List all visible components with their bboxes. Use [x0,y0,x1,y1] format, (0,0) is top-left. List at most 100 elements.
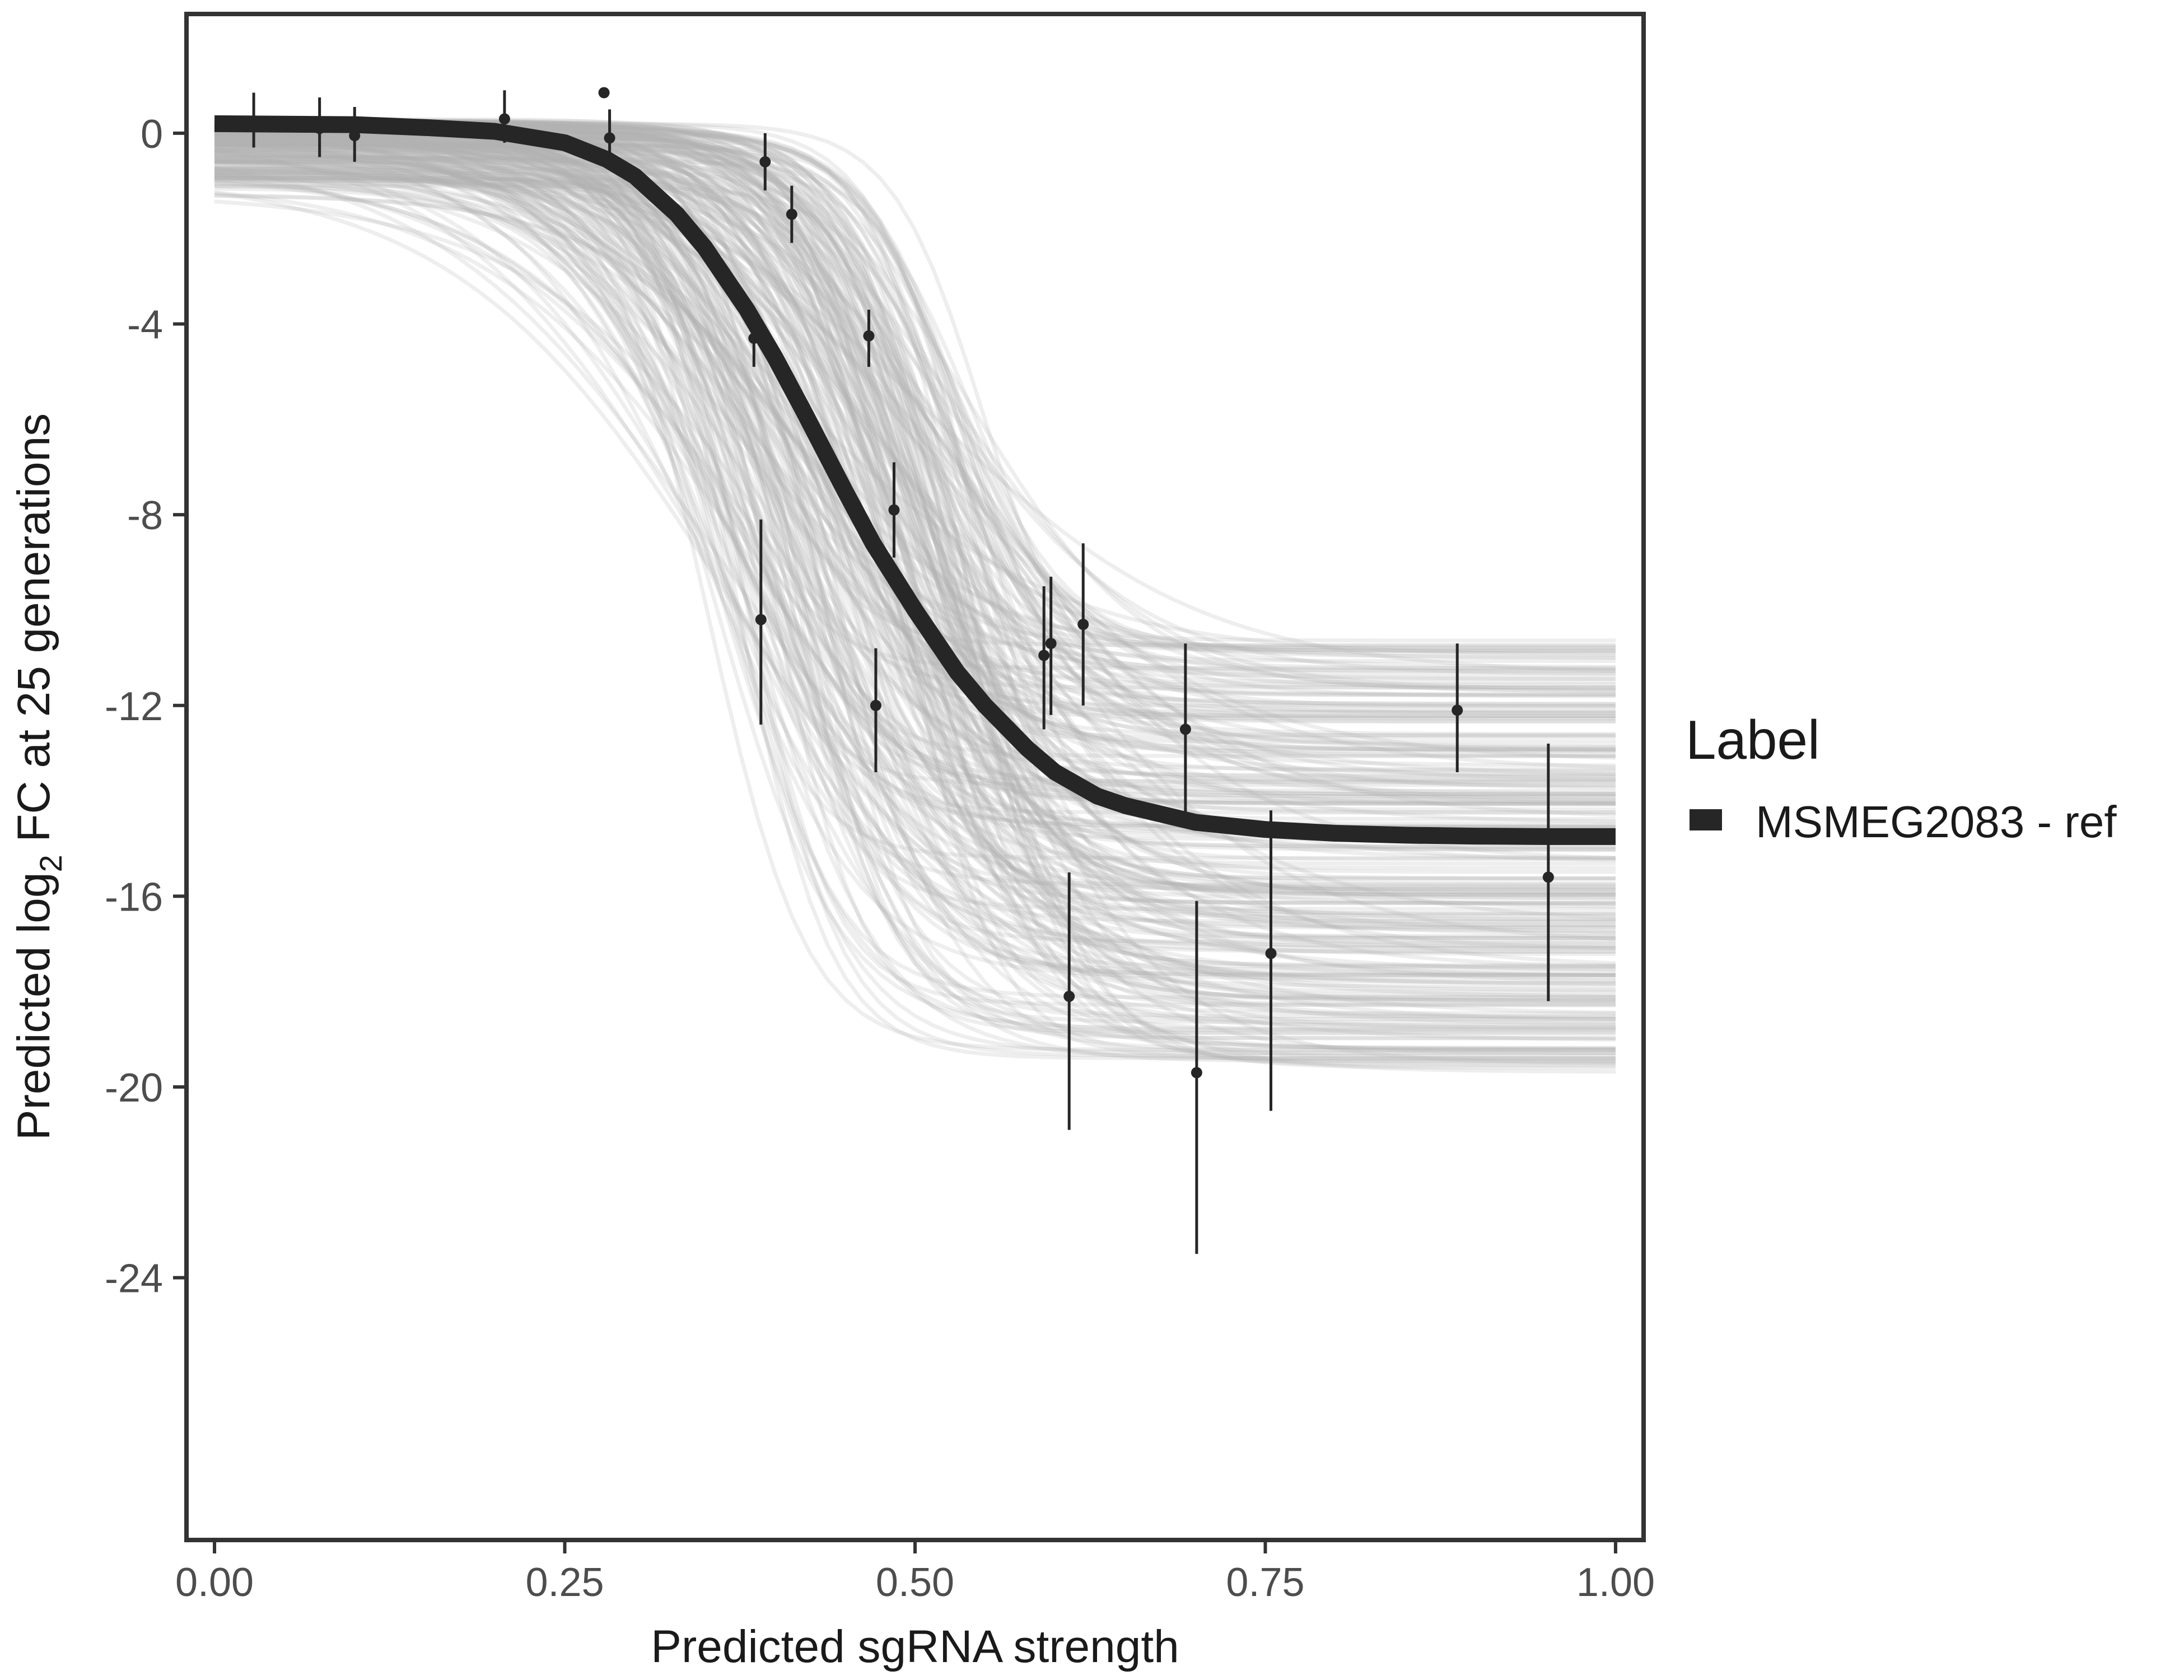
posterior-draw-line [214,141,1616,643]
posterior-draw-line [214,140,1616,905]
observation-point [1452,704,1463,716]
posterior-draw-line [214,170,1616,797]
posterior-draw-line [214,135,1616,921]
posterior-draw-line [214,139,1616,906]
posterior-draw-line [214,151,1616,1021]
posterior-draw-line [214,145,1616,892]
posterior-draw-line [214,141,1616,710]
posterior-draw-line [214,182,1616,706]
posterior-draw-line [214,169,1616,802]
posterior-draw-line [214,132,1616,886]
posterior-draw-line [214,135,1616,718]
posterior-draw-line [214,145,1616,806]
posterior-draw-line [214,147,1616,648]
legend-entry-label: MSMEG2083 - ref [1756,797,2117,847]
observation-point [314,123,325,134]
posterior-draw-line [214,141,1616,694]
x-axis-title: Predicted sgRNA strength [651,1621,1179,1672]
posterior-draw-line [214,159,1616,938]
observation-point [888,504,900,516]
posterior-draw-line [214,136,1616,852]
posterior-draw-line [214,137,1616,697]
posterior-draw-line [214,137,1616,880]
posterior-draw-line [214,132,1616,806]
posterior-draw-line [214,167,1616,769]
posterior-draw-line [214,132,1616,920]
posterior-draw-line [214,142,1616,748]
posterior-draw-line [214,144,1616,1035]
posterior-draw-line [214,176,1616,826]
posterior-draw-line [214,175,1616,744]
x-axis: 0.00 0.25 0.50 0.75 1.00 [175,1542,1655,1605]
posterior-draw-line [214,160,1616,758]
posterior-draw-line [214,137,1616,851]
posterior-draw-line [214,148,1616,892]
observation-point [786,208,797,220]
posterior-draw-line [214,175,1616,1056]
y-tick-label: -12 [105,684,163,729]
posterior-draw-line [214,156,1616,1002]
posterior-draw-line [214,167,1616,860]
posterior-draw-line [214,157,1616,916]
posterior-draw-line [214,127,1616,660]
observations-layer [248,87,1554,1254]
posterior-draw-line [214,190,1616,972]
posterior-draw-line [214,138,1616,1019]
posterior-draw-line [214,153,1616,783]
posterior-draw-line [214,194,1616,671]
posterior-draw-line [214,131,1616,752]
observation-point [598,87,610,99]
posterior-draw-line [214,132,1616,681]
posterior-draw-line [214,144,1616,738]
observation-point [870,699,881,711]
posterior-draw-line [214,163,1616,1052]
posterior-draw-line [214,178,1616,781]
posterior-draw-line [214,148,1616,897]
posterior-draw-line [214,173,1616,918]
posterior-draw-line [214,142,1616,861]
posterior-draw-line [214,166,1616,936]
posterior-draw-line [214,186,1616,980]
posterior-draw-line [214,144,1616,950]
observation-point [759,156,771,167]
observation-point [748,333,760,344]
posterior-draw-line [214,178,1616,708]
posterior-draw-line [214,142,1616,1004]
posterior-draw-line [214,169,1616,940]
posterior-draw-line [214,136,1616,758]
y-tick-label: -8 [127,493,163,538]
posterior-draw-line [214,135,1616,977]
posterior-draw-line [214,184,1616,713]
posterior-draw-line [214,139,1616,1061]
observation-point [1045,638,1057,650]
posterior-draw-line [214,172,1616,1074]
x-tick-label: 1.00 [1576,1560,1655,1605]
x-tick-label: 0.00 [175,1560,254,1605]
posterior-draw-line [214,156,1616,654]
observation-point [604,132,615,144]
posterior-draw-line [214,171,1616,1031]
posterior-draw-line [214,176,1616,880]
posterior-draw-line [214,141,1616,906]
posterior-draw-line [214,117,1616,889]
observation-point [1542,871,1554,883]
posterior-draw-line [214,152,1616,897]
posterior-draw-line [214,171,1616,941]
y-tick-label: -24 [105,1257,163,1301]
observation-point [1077,619,1089,630]
posterior-draw-line [214,156,1616,934]
observation-point [349,130,361,142]
x-tick-label: 0.25 [525,1560,604,1605]
posterior-draw-line [214,130,1616,950]
observation-point [1265,948,1277,959]
posterior-draw-line [214,132,1616,950]
posterior-draw-line [214,143,1616,796]
posterior-draw-line [214,171,1616,1028]
posterior-draw-line [214,139,1616,1021]
posterior-draw-line [214,199,1616,1015]
x-tick-label: 0.50 [876,1560,954,1605]
posterior-draw-line [214,140,1616,881]
posterior-draw-line [214,182,1616,976]
posterior-draw-line [214,159,1616,1061]
